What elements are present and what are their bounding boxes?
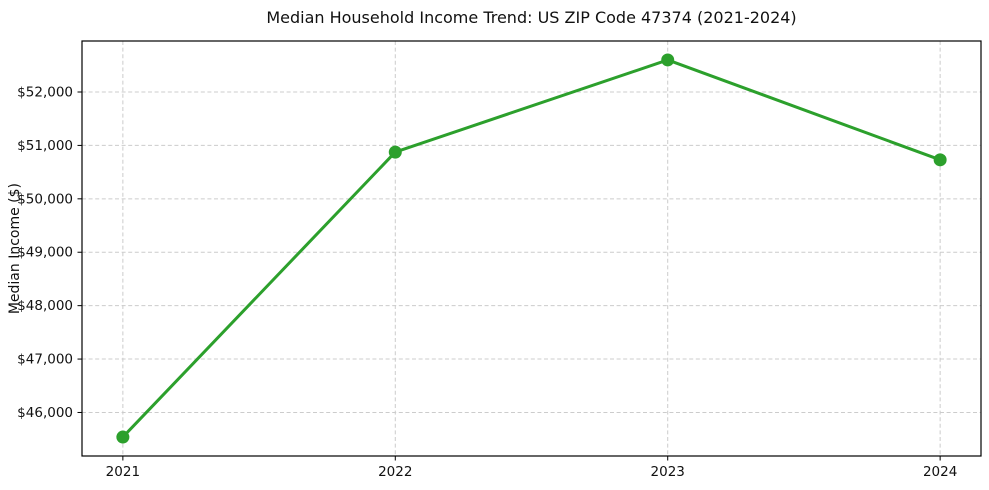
y-tick-label: $48,000 (17, 298, 73, 314)
data-point-2024 (933, 153, 947, 167)
y-tick-label: $47,000 (17, 352, 73, 368)
x-tick-label: 2023 (651, 464, 685, 480)
x-tick-label: 2021 (106, 464, 140, 480)
y-tick-label: $46,000 (17, 405, 73, 421)
x-tick-label: 2024 (923, 464, 957, 480)
chart-title: Median Household Income Trend: US ZIP Co… (266, 8, 797, 27)
y-tick-label: $51,000 (17, 138, 73, 154)
trend-line (121, 58, 942, 439)
y-tick-label: $49,000 (17, 245, 73, 261)
data-point-2023 (661, 53, 675, 67)
y-tick-label: $50,000 (17, 191, 73, 207)
x-tick-label: 2022 (378, 464, 412, 480)
plot-border (81, 40, 982, 457)
y-tick-label: $52,000 (17, 85, 73, 101)
data-point-2022 (388, 145, 402, 159)
data-point-2021 (116, 430, 130, 444)
